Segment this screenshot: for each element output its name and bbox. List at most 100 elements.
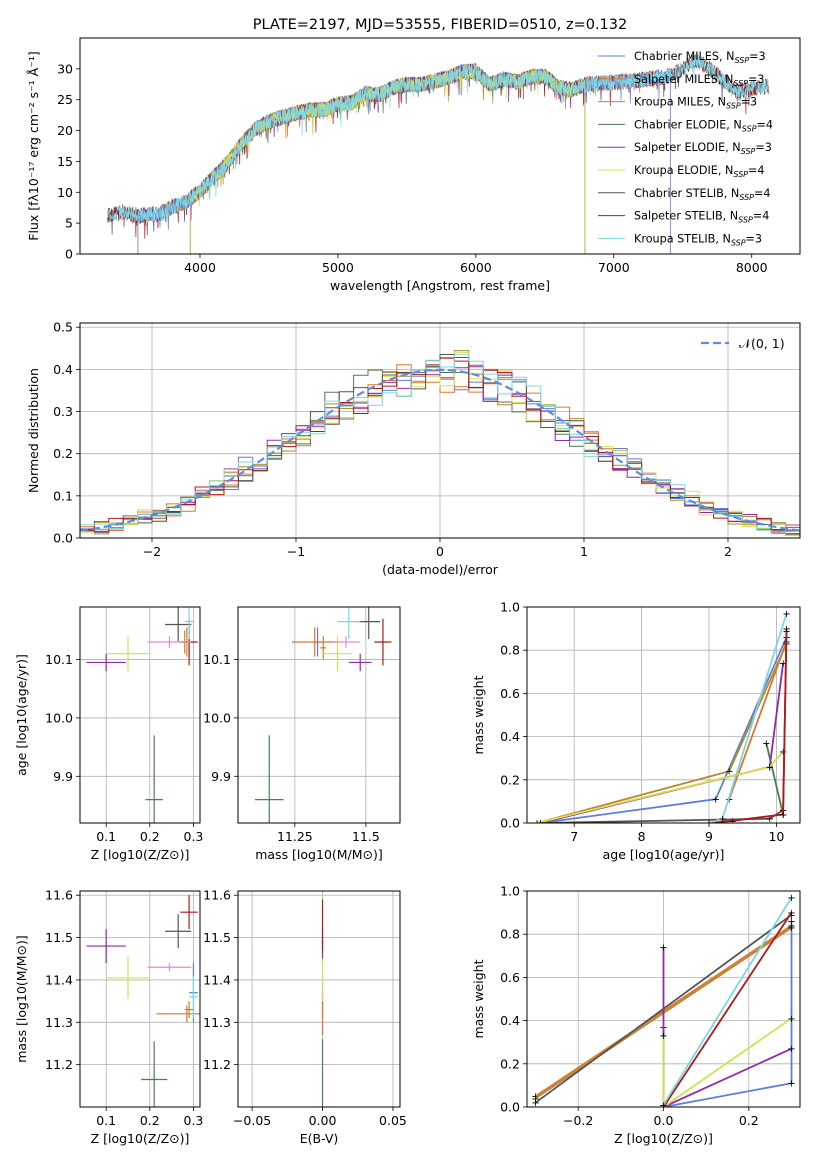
legend-text: =3 [749,50,766,63]
x-axis-label: Z [log10(Z/Z⊙)] [91,847,190,862]
y-axis-label: Normed distribution [26,368,41,493]
legend-text: =3 [748,73,765,86]
weight-marker: + [787,923,795,934]
weight-line [536,643,788,823]
x-tick-label: 11.5 [352,829,380,844]
legend-text: Salpeter ELODIE, N [634,141,741,154]
weight-marker: + [782,624,790,635]
weight-line [663,921,793,1107]
x-axis-label: Z [log10(Z/Z⊙)] [614,1131,713,1146]
legend-text: Salpeter MILES, N [634,73,733,86]
chart-age-Z: 0.1 0.2 0.3 9.9 10.0 10.1 Z [log10(Z/Z⊙)] age [… [14,606,203,862]
x-axis-label: (data-model)/error [382,562,499,577]
data-point [184,607,194,640]
x-tick-label: 11.25 [277,829,313,844]
y-axis-label: mass weight [471,959,486,1038]
x-tick-label: 0.2 [739,1113,759,1128]
weight-line [536,751,784,823]
y-tick-label: 10.0 [45,710,73,725]
x-axis-label: age [log10(age/yr)] [603,847,725,862]
data-point [180,895,198,930]
x-tick-label: −0.05 [233,1113,271,1128]
y-tick-label: 11.3 [203,1015,231,1030]
normal-curve [80,368,800,532]
chart-mass-EBV: −0.05 0.00 0.05 11.2 11.3 11.4 11.5 11.6 E(B-V) [203,888,407,1146]
weight-marker: + [659,943,667,954]
data-point [86,929,126,963]
x-tick-label: 7000 [598,260,630,275]
data-point [374,618,392,666]
data-point [147,636,192,648]
chart-weight-Z: +++++++++++++++++++++++ −0.2 0.0 0.2 0.0 0.2 0… [471,884,801,1146]
legend-entry: Salpeter ELODIE, NSSP=3 [634,141,772,156]
axes-frame [526,606,801,824]
weight-marker: + [728,816,736,827]
legend-text: =3 [746,232,763,245]
y-tick-label: 0.6 [500,686,520,701]
y-axis-label: mass [log10(M/M⊙)] [14,935,29,1063]
legend-entry: Kroupa MILES, NSSP=3 [634,96,757,111]
weight-marker: + [787,1044,795,1055]
weight-line [728,641,788,800]
weight-marker: + [787,908,795,919]
axes-frame [79,37,801,255]
y-tick-label: 0.1 [53,488,73,503]
x-tick-label: 5000 [322,260,354,275]
legend-text: Kroupa MILES, N [634,96,726,109]
weight-marker: + [782,609,790,620]
data-point [189,975,198,1019]
y-tick-label: 25 [57,92,73,107]
weight-marker: + [531,1094,539,1105]
plot-area: +++++++++++++++++ ++++ ++++ ++ [533,609,791,827]
weight-line [662,1017,793,1107]
y-tick-label: 0.4 [500,1013,520,1028]
x-tick-label: 0.2 [140,829,160,844]
legend-entry: Chabrier ELODIE, NSSP=4 [634,118,773,133]
data-point [106,956,150,999]
legend-subscript: SSP [734,56,749,65]
y-tick-label: 11.4 [203,972,231,987]
y-axis-label: age [log10(age/yr)] [14,654,29,776]
y-tick-label: 11.5 [45,930,73,945]
data-point [255,735,284,823]
data-point [86,653,126,672]
x-tick-label: 7 [570,829,578,844]
weight-marker: + [787,1079,795,1090]
x-tick-label: 9 [705,829,713,844]
y-tick-label: 15 [57,154,73,169]
y-tick-label: 10 [57,185,73,200]
legend-text: Chabrier ELODIE, N [634,118,742,131]
y-tick-label: 11.2 [45,1057,73,1072]
data-point [106,636,150,672]
data-point [337,607,361,640]
weight-marker: + [531,1098,539,1109]
legend-subscript: SSP [739,193,754,202]
axes-frame [237,606,401,824]
x-tick-label: 8 [638,829,646,844]
data-point [348,653,372,672]
legend-text: =3 [741,96,758,109]
weight-marker: + [787,1014,795,1025]
x-tick-label: −2 [143,544,161,559]
chart-residuals: 𝒩(0, 1) −2 −1 0 1 2 0.0 0.1 0.2 0.3 0.4 0.5 (data-mo… [26,320,801,577]
x-tick-label: 0.2 [140,1113,160,1128]
legend-text: =4 [754,187,771,200]
axes-frame [79,890,201,1108]
chart-age-mass: 11.25 11.5 9.9 10.0 10.1 mass [log10(M/M⊙)] [203,606,401,862]
y-tick-label: 10.0 [203,710,231,725]
weight-line [662,897,793,1106]
y-tick-label: 0.2 [500,772,520,787]
legend-text: =3 [755,141,772,154]
legend-subscript: SSP [733,79,748,88]
legend-text: Salpeter STELIB, N [634,210,738,223]
legend-entry: Salpeter STELIB, NSSP=4 [634,210,769,225]
y-tick-label: 0.4 [500,729,520,744]
y-tick-label: 11.2 [203,1057,231,1072]
plot-area: +++++++++++++++++++++++ [531,893,796,1109]
plot-area [80,350,800,538]
weight-marker: + [659,1031,667,1042]
weight-marker: + [765,762,773,773]
y-tick-label: 30 [57,61,73,76]
